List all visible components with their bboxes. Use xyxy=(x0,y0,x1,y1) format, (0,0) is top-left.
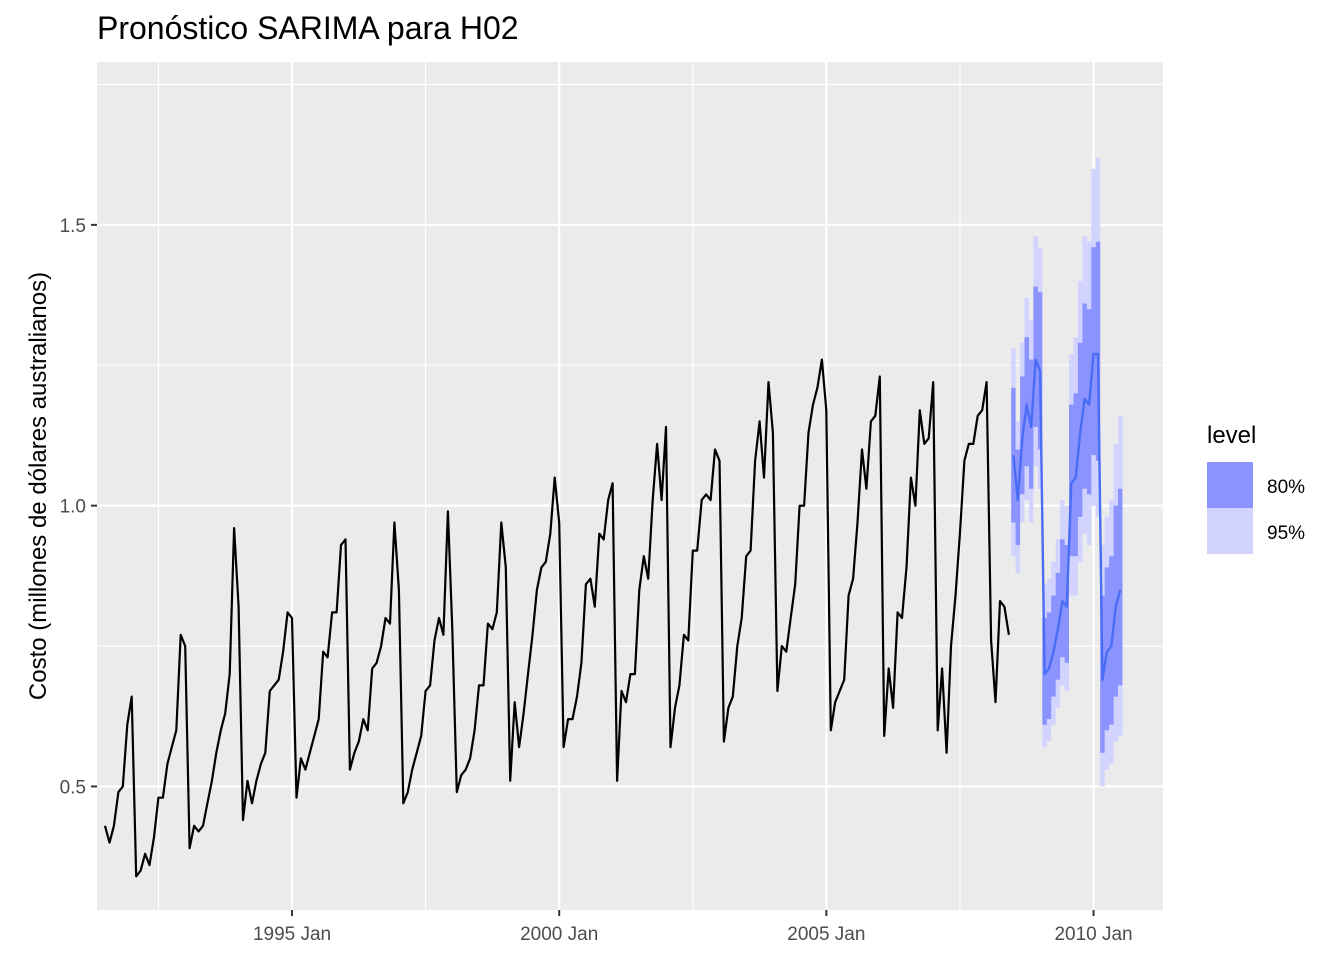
legend-label-80: 80% xyxy=(1267,477,1305,498)
legend-label-95: 95% xyxy=(1267,523,1305,544)
legend-key-95 xyxy=(1207,508,1253,554)
x-tick-label: 2000 Jan xyxy=(520,924,598,945)
y-tick-label: 1.0 xyxy=(60,497,86,518)
legend-key-80 xyxy=(1207,462,1253,508)
x-tick-label: 2010 Jan xyxy=(1054,924,1132,945)
legend-title: level xyxy=(1207,422,1256,449)
x-tick-label: 1995 Jan xyxy=(253,924,331,945)
y-tick-label: 0.5 xyxy=(60,777,86,798)
grid-major xyxy=(97,62,1163,910)
x-axis: 1995 Jan 2000 Jan 2005 Jan 2010 Jan xyxy=(253,910,1133,945)
legend: level 80% 95% xyxy=(1207,422,1305,554)
chart-title: Pronóstico SARIMA para H02 xyxy=(97,10,519,46)
plot-panel xyxy=(97,62,1163,910)
y-tick-label: 1.5 xyxy=(60,216,86,237)
y-axis: 0.5 1.0 1.5 xyxy=(60,216,97,798)
series-line-observed xyxy=(103,358,1010,878)
grid-minor xyxy=(97,62,1163,910)
x-tick-label: 2005 Jan xyxy=(787,924,865,945)
series-line-forecast xyxy=(1012,352,1122,681)
y-axis-title: Costo (millones de dólares australianos) xyxy=(25,272,52,700)
series-lines xyxy=(103,352,1122,878)
